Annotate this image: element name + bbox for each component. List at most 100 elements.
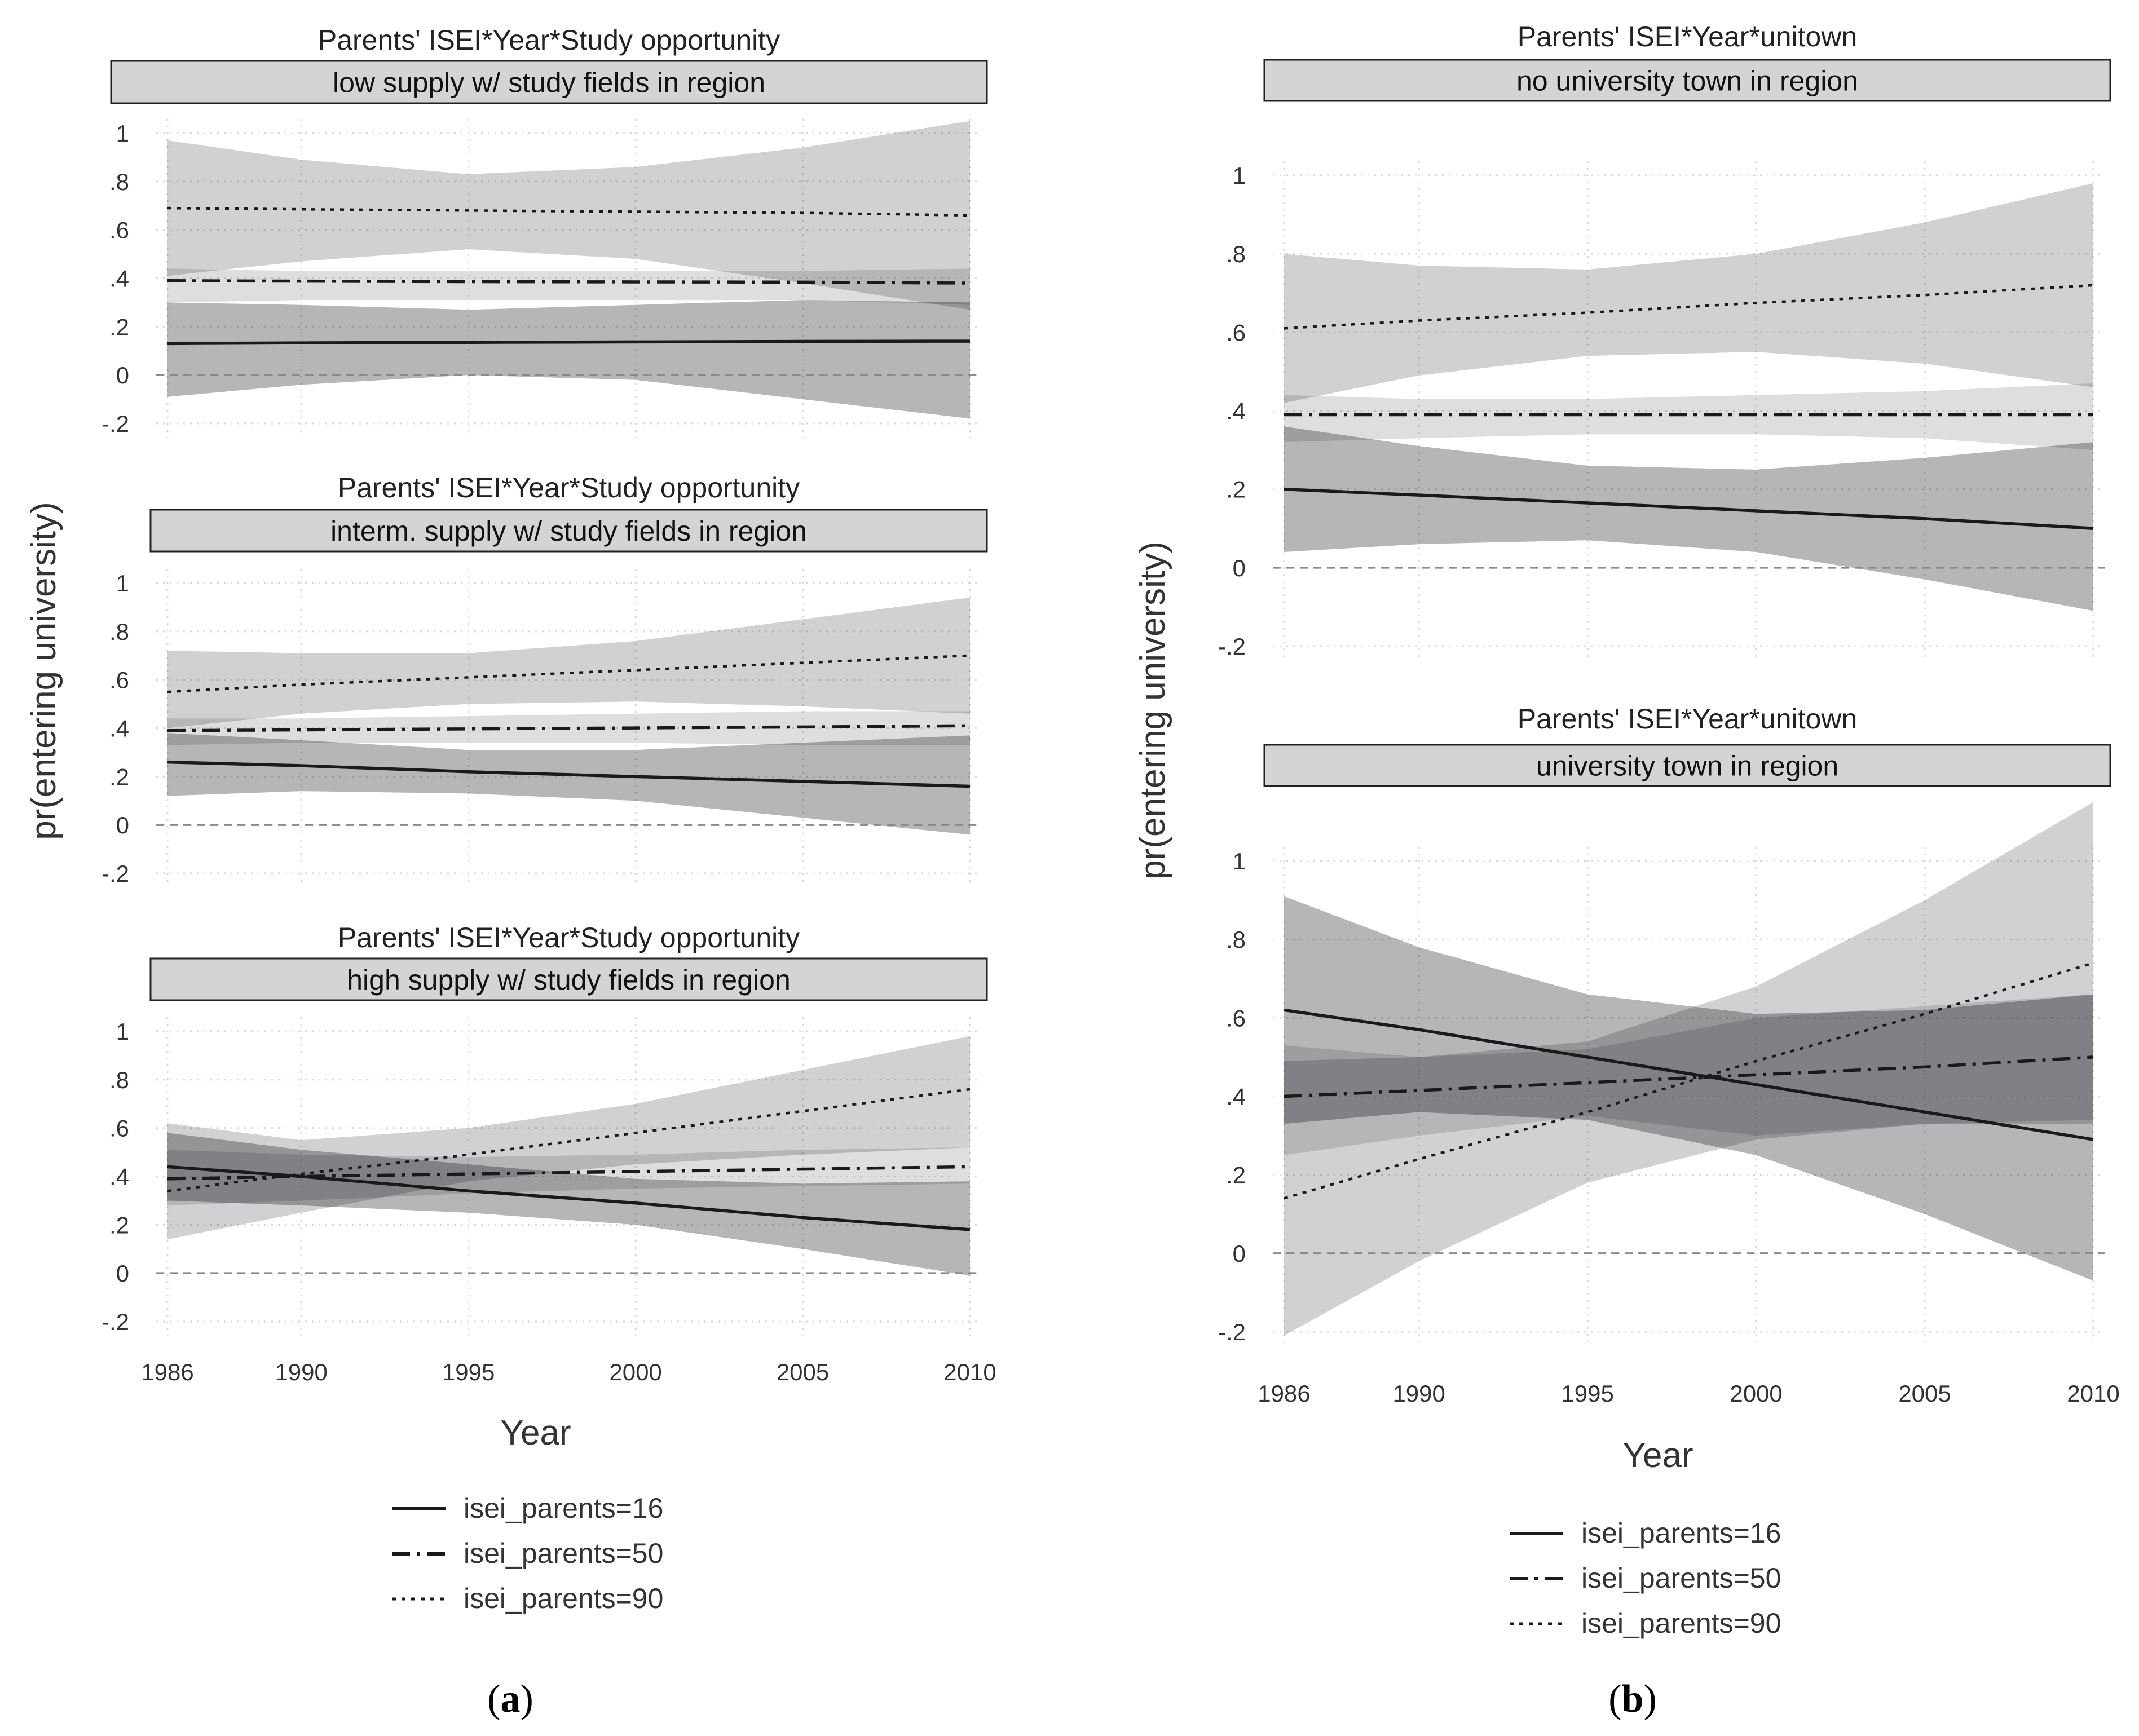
series-line-isei_parents=50: [167, 1165, 971, 1181]
y-tick-label: 0: [116, 812, 129, 838]
y-tick-label: .4: [1226, 1084, 1246, 1110]
y-tick-label: .2: [1226, 1162, 1246, 1189]
x-tick-label: 1986: [141, 1359, 193, 1385]
ci-band-isei_parents=90: [1284, 183, 2093, 403]
x-tick-label: 2000: [1730, 1380, 1782, 1407]
y-tick-label: 1: [116, 1018, 129, 1045]
y-tick-label: -.2: [102, 860, 129, 887]
series-line-isei_parents=90: [167, 206, 971, 217]
y-tick-label: .4: [109, 1164, 129, 1190]
chart-panel-3: Parents' ISEI*Year*Study opportunity high…: [102, 922, 996, 1385]
legend-left-label-50: isei_parents=50: [464, 1538, 663, 1569]
y-tick-label: -.2: [102, 410, 129, 437]
series-line-isei_parents=90: [167, 1088, 971, 1192]
chart-panel-5: Parents' ISEI*Year*unitown university tow…: [1218, 703, 2120, 1407]
panel-title: Parents' ISEI*Year*unitown: [1518, 703, 1858, 735]
y-tick-label: .4: [109, 266, 129, 292]
legend-right: isei_parents=16 isei_parents=50 isei_par…: [1510, 1517, 1781, 1639]
y-tick-label: .8: [109, 1067, 129, 1093]
panel-title: Parents' ISEI*Year*unitown: [1518, 21, 1858, 52]
panel-subtitle: no university town in region: [1516, 65, 1858, 97]
ci-band-isei_parents=16: [167, 300, 970, 419]
panel-subtitle: university town in region: [1536, 750, 1838, 782]
ci-band-isei_parents=90: [167, 121, 970, 310]
panel-subtitle: low supply w/ study fields in region: [333, 67, 765, 99]
y-tick-label: .4: [1226, 398, 1246, 425]
y-tick-label: .2: [109, 1212, 129, 1238]
ci-band-isei_parents=16: [167, 733, 970, 835]
y-tick-label: .8: [109, 169, 129, 195]
y-tick-label: .6: [109, 667, 129, 693]
legend-left-label-16: isei_parents=16: [464, 1492, 663, 1524]
subfigure-label-b-letter: b: [1622, 1677, 1644, 1721]
legend-left: isei_parents=16 isei_parents=50 isei_par…: [392, 1492, 663, 1614]
y-tick-label: .6: [109, 1115, 129, 1142]
x-tick-label: 2010: [2067, 1380, 2119, 1407]
y-tick-label: .6: [1226, 1005, 1246, 1031]
x-tick-label: 1990: [1392, 1380, 1445, 1407]
panel-subtitle: interm. supply w/ study fields in region: [330, 515, 807, 547]
series-line-isei_parents=90: [167, 654, 971, 693]
legend-left-label-90: isei_parents=90: [464, 1583, 663, 1614]
panel-header-strip: [149, 509, 988, 553]
chart-panel-4: Parents' ISEI*Year*unitown no university …: [1218, 21, 2111, 660]
y-tick-label: 0: [1233, 555, 1246, 581]
series-line-isei_parents=16: [1284, 487, 2094, 530]
chart-panel-2: Parents' ISEI*Year*Study opportunity inte…: [102, 472, 988, 887]
x-tick-label: 1990: [275, 1359, 327, 1385]
y-tick-label: 0: [116, 362, 129, 388]
y-tick-label: .4: [109, 715, 129, 742]
series-line-isei_parents=90: [1284, 961, 2094, 1200]
series-line-isei_parents=16: [167, 760, 971, 788]
x-tick-label: 1986: [1258, 1380, 1310, 1407]
legend-right-label-50: isei_parents=50: [1581, 1562, 1781, 1594]
y-tick-label: .8: [1226, 926, 1246, 953]
y-tick-label: 0: [1233, 1240, 1246, 1267]
x-tick-label: 2000: [609, 1359, 661, 1385]
series-line-isei_parents=16: [1284, 1008, 2094, 1141]
panel-header-strip: [110, 60, 988, 104]
ylabel-right: pr(entering university): [1134, 541, 1172, 880]
subfigure-label-a: (a): [487, 1677, 533, 1721]
y-tick-label: 1: [1233, 162, 1246, 189]
series-line-isei_parents=50: [1284, 1055, 2094, 1098]
panel-header-strip: [1263, 744, 2111, 787]
panel-subtitle: high supply w/ study fields in region: [347, 964, 791, 996]
y-tick-label: -.2: [102, 1309, 129, 1335]
ci-band-isei_parents=90: [167, 1036, 970, 1240]
series-line-isei_parents=16: [167, 339, 971, 346]
y-tick-label: 0: [116, 1260, 129, 1287]
ci-band-isei_parents=90: [1284, 802, 2093, 1336]
y-tick-label: .2: [1226, 476, 1246, 503]
ci-band-isei_parents=50: [1284, 383, 2093, 450]
y-tick-label: .2: [109, 313, 129, 340]
x-tick-label: 2005: [777, 1359, 829, 1385]
xlabel-right: Year: [1622, 1436, 1693, 1475]
x-tick-label: 1995: [1561, 1380, 1613, 1407]
chart-panel-1: Parents' ISEI*Year*Study opportunity low …: [102, 24, 988, 438]
panel-header-strip: [149, 957, 988, 1001]
panels: Parents' ISEI*Year*Study opportunity low …: [102, 21, 2120, 1407]
subfigure-label-a-letter: a: [501, 1677, 521, 1721]
y-tick-label: -.2: [1218, 1319, 1246, 1345]
y-tick-label: .6: [1226, 319, 1246, 346]
y-tick-label: .2: [109, 763, 129, 790]
panel-title: Parents' ISEI*Year*Study opportunity: [338, 472, 800, 503]
panel-title: Parents' ISEI*Year*Study opportunity: [338, 922, 800, 953]
series-line-isei_parents=16: [167, 1165, 971, 1231]
ci-band-isei_parents=90: [167, 597, 970, 728]
panel-header-strip: [1263, 59, 2111, 102]
series-line-isei_parents=50: [167, 279, 971, 285]
series-line-isei_parents=50: [167, 724, 971, 732]
x-tick-label: 2005: [1898, 1380, 1951, 1407]
subfigure-label-b: (b): [1608, 1677, 1657, 1721]
x-tick-label: 1995: [442, 1359, 495, 1385]
ci-band-isei_parents=16: [1284, 426, 2093, 611]
xlabel-left: Year: [500, 1413, 571, 1452]
y-tick-label: -.2: [1218, 633, 1246, 660]
legend-right-label-90: isei_parents=90: [1581, 1607, 1781, 1639]
ylabel-left: pr(entering university): [24, 502, 63, 840]
x-tick-label: 2010: [943, 1359, 996, 1385]
y-tick-label: .6: [109, 217, 129, 244]
